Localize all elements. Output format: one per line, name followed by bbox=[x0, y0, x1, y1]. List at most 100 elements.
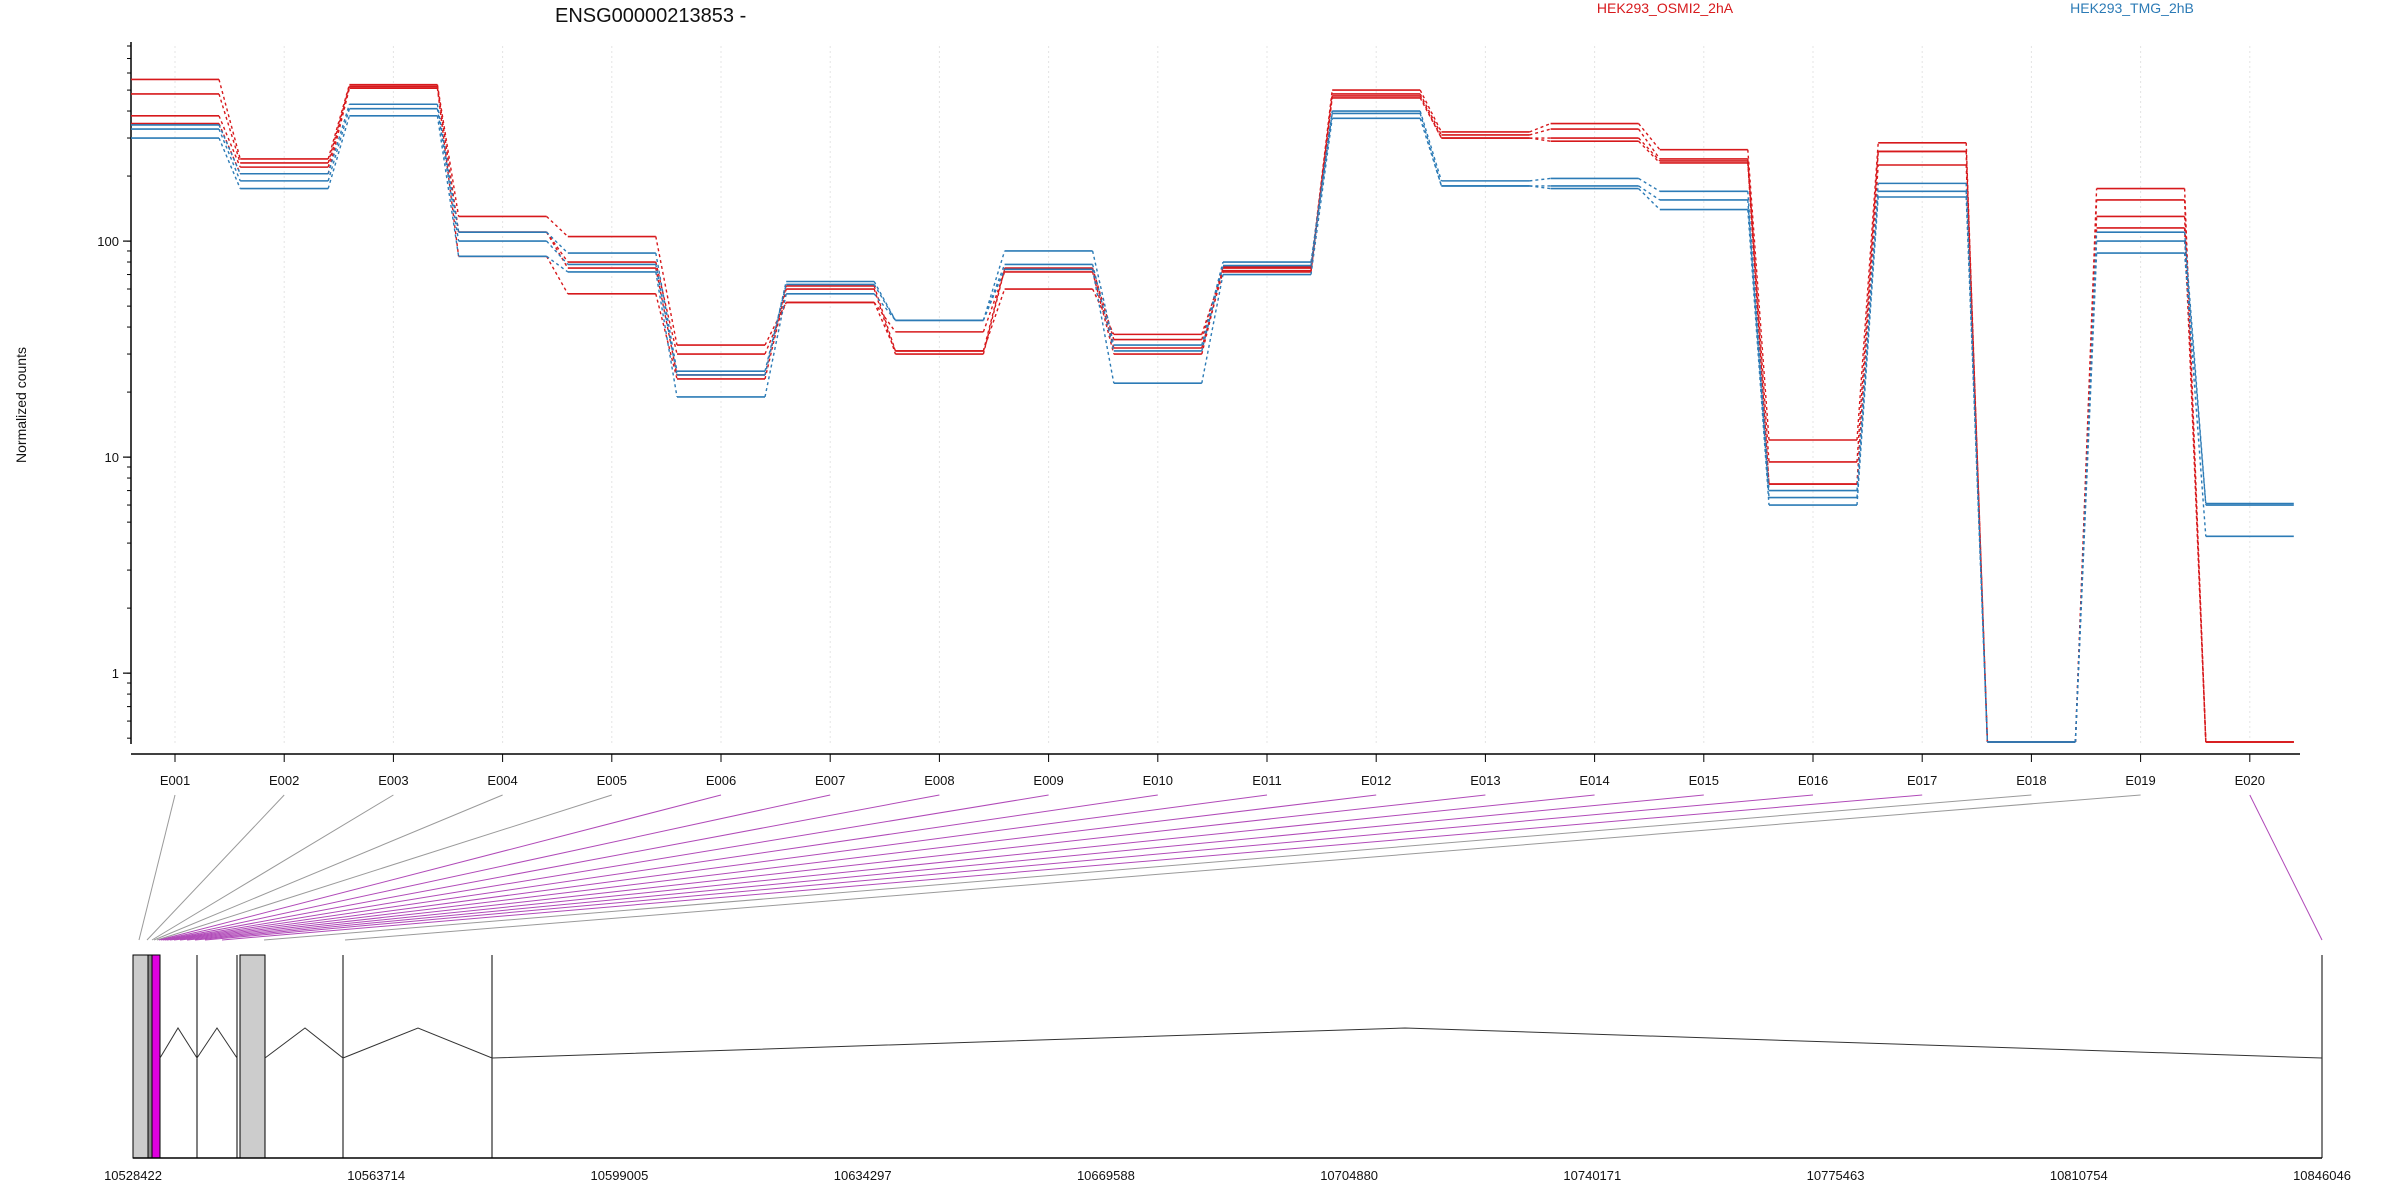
exon-block bbox=[239, 954, 266, 1159]
series-connector bbox=[327, 104, 351, 174]
series-connector bbox=[1310, 95, 1333, 271]
x-tick-label: E005 bbox=[597, 773, 627, 788]
series-line bbox=[131, 85, 2294, 743]
x-tick-label: E018 bbox=[2016, 773, 2046, 788]
series-line bbox=[131, 107, 2294, 743]
y-tick-label: 1 bbox=[112, 666, 119, 681]
series-connector bbox=[327, 86, 351, 168]
series-connector bbox=[655, 267, 678, 376]
series-connector bbox=[873, 288, 897, 355]
intron-line bbox=[159, 1027, 238, 1059]
series-connector bbox=[1747, 199, 1770, 498]
exon-connector bbox=[169, 794, 1268, 941]
series-connector bbox=[545, 255, 569, 295]
exon-connector bbox=[263, 794, 2032, 941]
series-connector bbox=[327, 84, 351, 160]
series-connector bbox=[1201, 274, 1224, 384]
series-connector bbox=[1638, 185, 1661, 201]
y-tick-label: 10 bbox=[105, 450, 119, 465]
series-connector bbox=[982, 264, 1006, 321]
x-tick-label: E014 bbox=[1579, 773, 1609, 788]
genome-tick-label: 10669588 bbox=[1077, 1168, 1135, 1183]
series-connector bbox=[1747, 209, 1770, 506]
series-connector bbox=[436, 84, 460, 217]
series-connector bbox=[1091, 269, 1115, 384]
x-tick-label: E013 bbox=[1470, 773, 1500, 788]
exon-connector bbox=[151, 794, 394, 941]
series-connector bbox=[655, 264, 678, 376]
series-connector bbox=[218, 115, 241, 168]
genome-tick-label: 10634297 bbox=[834, 1168, 892, 1183]
series-connector bbox=[1201, 261, 1224, 346]
exon-connector bbox=[164, 794, 1049, 941]
gene-model bbox=[132, 954, 2323, 1159]
series-connector bbox=[327, 88, 351, 174]
series-connector bbox=[1201, 265, 1224, 352]
exon-connector bbox=[160, 794, 831, 941]
x-tick-label: E010 bbox=[1143, 773, 1173, 788]
legend-label-osmi2: HEK293_OSMI2_2hA bbox=[1597, 0, 1734, 16]
x-tick-label: E001 bbox=[160, 773, 190, 788]
exon-block bbox=[147, 954, 153, 1159]
series-connector bbox=[1091, 288, 1115, 335]
series-connector bbox=[1856, 142, 1879, 441]
series-line bbox=[131, 85, 2294, 743]
series-connector bbox=[436, 86, 460, 233]
series-connector bbox=[1201, 271, 1224, 349]
exon-connector bbox=[158, 794, 722, 941]
x-tick-label: E020 bbox=[2235, 773, 2265, 788]
series-connector bbox=[1638, 140, 1661, 164]
x-tick-label: E015 bbox=[1689, 773, 1719, 788]
series-connector bbox=[1419, 93, 1443, 136]
series-line bbox=[131, 78, 2294, 743]
series-connector bbox=[1529, 128, 1551, 136]
exon-block-highlighted bbox=[151, 954, 161, 1159]
x-tick-label: E019 bbox=[2125, 773, 2155, 788]
series-connector bbox=[1419, 97, 1443, 139]
series-connector bbox=[436, 115, 460, 257]
series-connector bbox=[982, 271, 1006, 333]
series-connector bbox=[436, 108, 460, 242]
series-connector bbox=[1747, 160, 1770, 485]
exon-connector bbox=[2249, 794, 2323, 941]
exon-connector bbox=[162, 794, 940, 941]
series-connector bbox=[1310, 97, 1333, 272]
series-connector bbox=[982, 250, 1006, 321]
exon-connector bbox=[156, 794, 612, 941]
x-tick-label: E012 bbox=[1361, 773, 1391, 788]
x-axis: E001 E002 E003 E004 E005 E006 E007 E008 E009 E010… bbox=[131, 753, 2300, 788]
exon-connector bbox=[221, 794, 1923, 941]
series-connector bbox=[327, 108, 351, 182]
series-connector bbox=[1638, 128, 1661, 160]
grid-lines bbox=[174, 46, 2251, 744]
series-connector bbox=[764, 288, 787, 380]
x-tick-label: E008 bbox=[924, 773, 954, 788]
series-connector bbox=[1747, 149, 1770, 441]
series-connector bbox=[1201, 270, 1224, 335]
exon-connector-lines bbox=[138, 794, 2323, 941]
series-connector bbox=[1310, 118, 1333, 275]
series-connector bbox=[1965, 196, 1989, 743]
x-tick-label: E016 bbox=[1798, 773, 1828, 788]
series-connector bbox=[218, 93, 241, 164]
series-connector bbox=[546, 215, 569, 238]
exon-connector bbox=[173, 794, 1377, 941]
exon-connector bbox=[146, 794, 285, 941]
series-connector bbox=[1856, 164, 1879, 485]
series-line bbox=[131, 87, 2294, 743]
genome-tick-label: 10740171 bbox=[1563, 1168, 1621, 1183]
series-connector bbox=[1856, 151, 1879, 485]
intron-line bbox=[264, 1027, 2323, 1059]
series-connector bbox=[873, 285, 897, 352]
series-connector bbox=[982, 269, 1006, 355]
series-connector bbox=[218, 128, 241, 182]
series-connector bbox=[1419, 110, 1443, 182]
exon-connector bbox=[344, 794, 2141, 941]
series-connector bbox=[2183, 253, 2207, 537]
genome-tick-label: 10704880 bbox=[1320, 1168, 1378, 1183]
genome-tick-label: 10810754 bbox=[2050, 1168, 2108, 1183]
series-connector bbox=[1310, 110, 1333, 263]
series-connector bbox=[982, 288, 1006, 352]
genome-tick-label: 10599005 bbox=[591, 1168, 649, 1183]
y-axis: 1 10 100 bbox=[97, 42, 132, 744]
